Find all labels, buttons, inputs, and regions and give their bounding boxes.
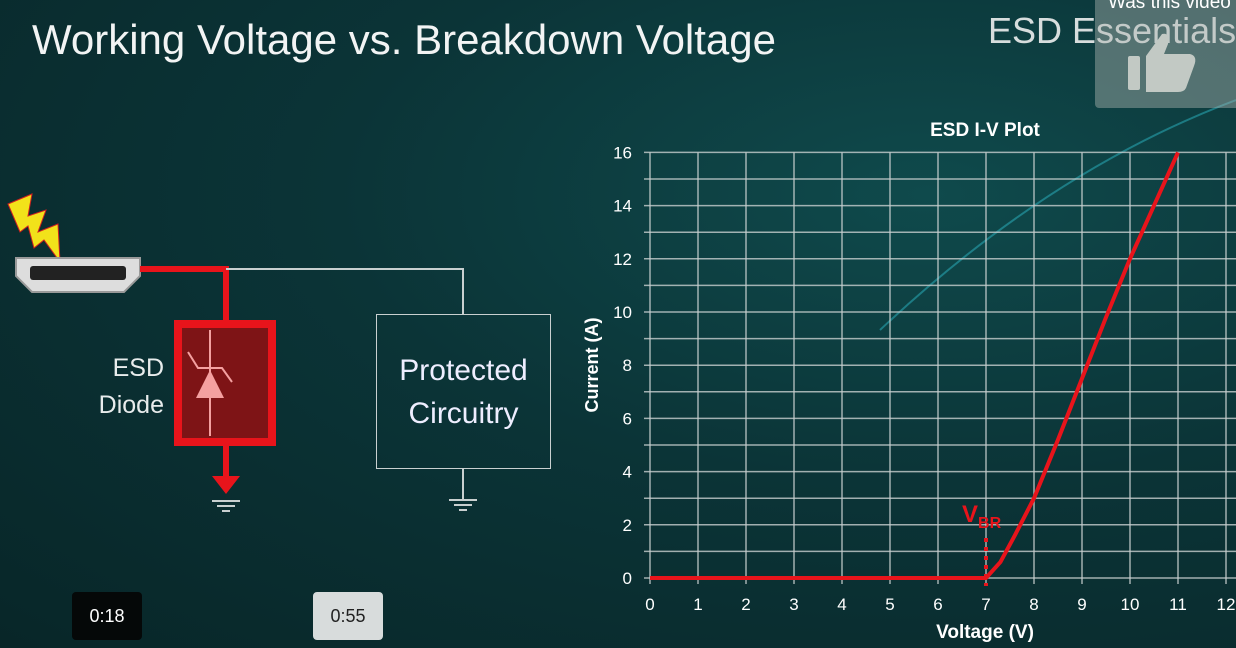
diode-label: ESD Diode xyxy=(80,350,164,424)
thumbs-up-icon[interactable] xyxy=(1128,32,1200,94)
x-tick-label: 1 xyxy=(693,595,702,614)
x-tick-label: 3 xyxy=(789,595,798,614)
lightning-icon xyxy=(7,193,61,264)
x-tick-label: 6 xyxy=(933,595,942,614)
x-tick-label: 12 xyxy=(1217,595,1236,614)
x-tick-label: 7 xyxy=(981,595,990,614)
block-label-line-1: Protected xyxy=(399,353,528,387)
ground-icon xyxy=(212,500,240,512)
y-axis-label: Current (A) xyxy=(582,318,602,413)
diode-label-line-1: ESD xyxy=(112,354,164,382)
y-tick-label: 12 xyxy=(613,250,632,269)
signal-wire xyxy=(226,268,464,314)
x-tick-label: 10 xyxy=(1121,595,1140,614)
y-tick-label: 8 xyxy=(623,356,632,375)
x-tick-label: 11 xyxy=(1169,595,1187,614)
block-label-line-2: Circuitry xyxy=(408,396,519,430)
slide-title: Working Voltage vs. Breakdown Voltage xyxy=(32,16,777,63)
diode-label-line-2: Diode xyxy=(98,391,164,419)
y-tick-label: 10 xyxy=(613,303,632,322)
y-tick-label: 0 xyxy=(623,569,632,588)
x-tick-label: 4 xyxy=(837,595,846,614)
y-tick-label: 2 xyxy=(623,516,632,535)
feedback-prompt: Was this video xyxy=(1108,0,1231,13)
esd-circuit-diagram xyxy=(7,193,477,512)
tvs-diode-symbol-icon xyxy=(187,330,233,436)
vbr-label: VBR xyxy=(962,501,1002,532)
x-tick-label: 0 xyxy=(645,595,654,614)
x-tick-label: 5 xyxy=(885,595,894,614)
hdmi-connector-icon xyxy=(15,257,141,293)
arrow-down-icon xyxy=(212,476,240,494)
x-tick-label: 9 xyxy=(1077,595,1086,614)
chart-title: ESD I-V Plot xyxy=(930,120,1040,141)
y-tick-label: 14 xyxy=(613,197,632,216)
ground-icon xyxy=(449,499,477,511)
x-tick-label: 8 xyxy=(1029,595,1038,614)
current-time-tooltip: 0:18 xyxy=(72,592,142,640)
protected-circuitry-block: Protected Circuitry xyxy=(376,314,551,469)
x-axis-label: Voltage (V) xyxy=(936,622,1034,643)
y-tick-label: 4 xyxy=(623,463,632,482)
y-tick-label: 6 xyxy=(623,409,632,428)
esd-diode-box xyxy=(174,320,276,446)
iv-curve xyxy=(650,151,1180,580)
x-tick-label: 2 xyxy=(741,595,750,614)
brand-logo-text: ESD Essentials xyxy=(988,10,1236,51)
hover-time-tooltip: 0:55 xyxy=(313,592,383,640)
y-tick-label: 16 xyxy=(613,143,632,162)
